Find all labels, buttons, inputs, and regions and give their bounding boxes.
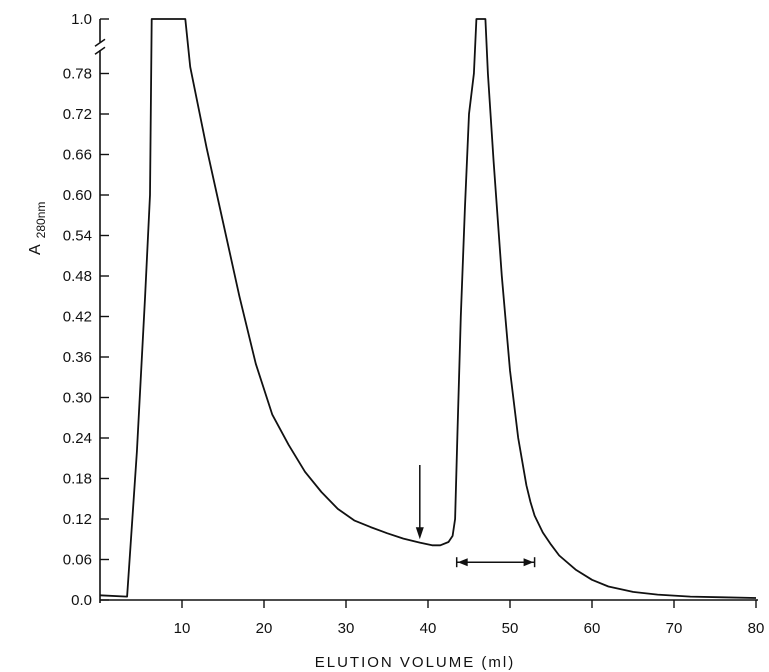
y-tick-label: 0.42 <box>63 309 92 326</box>
y-tick-label: 0.72 <box>63 106 92 123</box>
range-arrow-right <box>523 558 534 567</box>
x-tick-label: 50 <box>502 620 519 637</box>
y-tick-label: 1.0 <box>71 11 92 28</box>
collection-range-bar <box>455 557 536 568</box>
y-tick-label: 0.24 <box>63 430 92 447</box>
x-tick-label: 10 <box>174 620 191 637</box>
x-tick-label: 30 <box>338 620 355 637</box>
y-tick-label: 0.48 <box>63 268 92 285</box>
arrow-head <box>415 527 424 540</box>
y-tick-label: 0.78 <box>63 66 92 83</box>
range-arrow-left <box>457 558 468 567</box>
y-axis-title-sub: 280nm <box>34 202 48 239</box>
y-axis-break-marker <box>94 38 106 55</box>
x-tick-label: 40 <box>420 620 437 637</box>
break-slash <box>94 46 106 55</box>
y-axis-title-main: A <box>27 244 44 255</box>
marker-arrow <box>415 465 424 540</box>
x-tick-label: 80 <box>748 620 765 637</box>
y-tick-label: 0.66 <box>63 147 92 164</box>
x-tick-label: 20 <box>256 620 273 637</box>
x-tick-labels: 10 20 30 40 50 60 70 80 <box>174 620 765 637</box>
absorbance-curve <box>99 18 757 599</box>
y-tick-label: 0.54 <box>63 228 92 245</box>
y-tick-label: 0.12 <box>63 511 92 528</box>
axis-ticks <box>100 18 757 608</box>
y-axis-title: A 280nm <box>27 202 48 255</box>
y-tick-labels: 0.0 0.06 0.12 0.18 0.24 0.30 0.36 0.42 0.48 0.54 0… <box>63 11 92 609</box>
y-tick-label: 0.18 <box>63 471 92 488</box>
y-tick-label: 0.06 <box>63 552 92 569</box>
y-tick-label: 0.60 <box>63 187 92 204</box>
x-axis-title: ELUTION VOLUME (ml) <box>315 654 516 671</box>
y-tick-label: 0.36 <box>63 349 92 366</box>
y-tick-label: 0.0 <box>71 592 92 609</box>
y-tick-label: 0.30 <box>63 390 92 407</box>
break-slash <box>94 38 106 47</box>
x-tick-label: 70 <box>666 620 683 637</box>
x-tick-label: 60 <box>584 620 601 637</box>
